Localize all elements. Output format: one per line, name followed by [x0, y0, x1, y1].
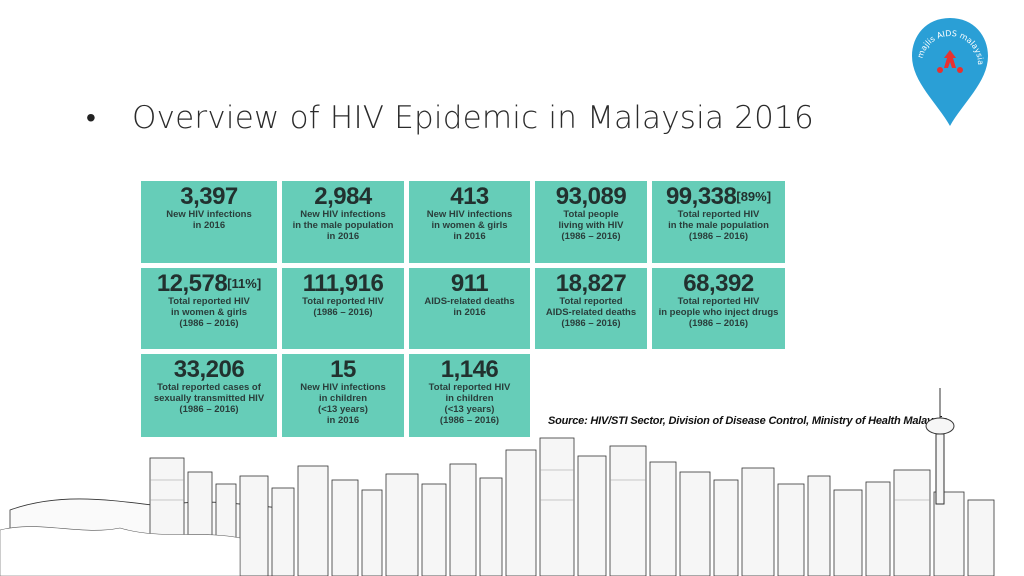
- stat-value: 18,827: [555, 270, 627, 297]
- majlis-aids-malaysia-logo: majlis AIDS malaysia: [912, 18, 988, 126]
- stat-value: 1,146: [440, 356, 499, 383]
- stat-tile-people-living-with-hiv: 93,089 Total people living with HIV (198…: [535, 181, 647, 263]
- stat-tile-reported-male: 99,338[89%] Total reported HIV in the ma…: [652, 181, 785, 263]
- stat-description: New HIV infections in children (<13 year…: [300, 382, 386, 426]
- stat-description: Total reported HIV in people who inject …: [658, 296, 779, 329]
- stat-description: Total reported cases of sexually transmi…: [153, 382, 265, 415]
- stat-tile-reported-women: 12,578[11%] Total reported HIV in women …: [141, 268, 277, 349]
- stat-description: Total reported AIDS-related deaths (1986…: [545, 296, 637, 329]
- stat-tile-total-aids-deaths: 18,827 Total reported AIDS-related death…: [535, 268, 647, 349]
- stat-tile-new-infections-2016: 3,397 New HIV infections in 2016: [141, 181, 277, 263]
- stat-value: 413: [450, 183, 489, 210]
- stat-value: 12,578[11%]: [156, 270, 262, 297]
- stat-tile-new-infections-male: 2,984 New HIV infections in the male pop…: [282, 181, 404, 263]
- stat-description: Total reported HIV (1986 – 2016): [302, 296, 384, 318]
- title-row: • Overview of HIV Epidemic in Malaysia 2…: [86, 100, 814, 136]
- stat-value: 911: [450, 270, 489, 297]
- stat-value: 15: [330, 356, 356, 383]
- stat-description: Total reported HIV in women & girls (198…: [168, 296, 250, 329]
- stat-description: New HIV infections in 2016: [166, 209, 252, 231]
- stat-value: 111,916: [302, 270, 384, 297]
- stat-tile-people-who-inject-drugs: 68,392 Total reported HIV in people who …: [652, 268, 785, 349]
- stat-value: 3,397: [180, 183, 238, 210]
- stat-tile-aids-deaths-2016: 911 AIDS-related deaths in 2016: [409, 268, 530, 349]
- source-note: Source: HIV/STI Sector, Division of Dise…: [548, 415, 948, 427]
- stat-value: 68,392: [683, 270, 754, 297]
- stat-description: AIDS-related deaths in 2016: [424, 296, 515, 318]
- stat-value: 93,089: [555, 183, 627, 210]
- stat-tile-new-infections-children: 15 New HIV infections in children (<13 y…: [282, 354, 404, 437]
- stat-tile-new-infections-women: 413 New HIV infections in women & girls …: [409, 181, 530, 263]
- ribbon-icon: [937, 50, 963, 73]
- stat-tile-total-reported: 111,916 Total reported HIV (1986 – 2016): [282, 268, 404, 349]
- stat-description: Total people living with HIV (1986 – 201…: [558, 209, 624, 242]
- stat-description: New HIV infections in women & girls in 2…: [426, 209, 513, 242]
- stat-value: 99,338[89%]: [665, 183, 772, 210]
- stat-value: 2,984: [314, 183, 372, 210]
- stat-description: Total reported HIV in the male populatio…: [668, 209, 769, 242]
- slide-title: Overview of HIV Epidemic in Malaysia 201…: [132, 100, 814, 136]
- stat-tile-sexually-transmitted: 33,206 Total reported cases of sexually …: [141, 354, 277, 437]
- stat-description: Total reported HIV in children (<13 year…: [428, 382, 511, 426]
- stat-tile-reported-children: 1,146 Total reported HIV in children (<1…: [409, 354, 530, 437]
- stat-description: New HIV infections in the male populatio…: [292, 209, 394, 242]
- bullet-point: •: [86, 102, 96, 133]
- stat-value: 33,206: [173, 356, 245, 383]
- city-skyline-illustration: [0, 388, 995, 576]
